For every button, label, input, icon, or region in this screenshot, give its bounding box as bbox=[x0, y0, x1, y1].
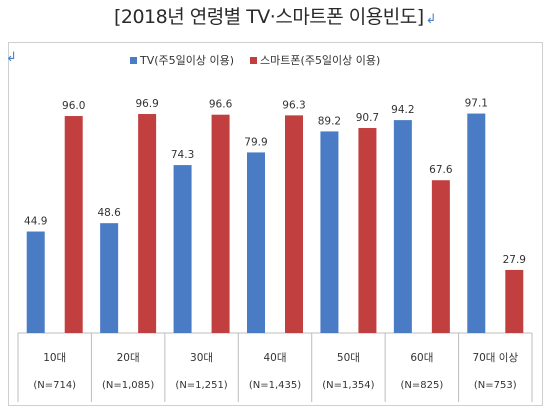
sample-size-label: (N=753) bbox=[474, 380, 517, 391]
bar-phone bbox=[358, 128, 377, 333]
legend-label-phone: 스마트폰(주5일이상 이용) bbox=[260, 54, 381, 67]
bar-tv bbox=[100, 223, 119, 333]
return-mark-icon: ↲ bbox=[6, 50, 17, 65]
legend-swatch-tv bbox=[130, 56, 137, 64]
legend-item-tv: TV(주5일이상 이용) bbox=[130, 52, 234, 68]
bar-phone bbox=[138, 114, 157, 333]
sample-size-label: (N=1,435) bbox=[249, 380, 301, 391]
data-label-phone: 96.0 bbox=[62, 100, 85, 112]
bar-phone bbox=[505, 269, 524, 333]
bar-tv bbox=[247, 152, 265, 333]
bar-tv bbox=[393, 120, 412, 333]
legend-label-tv: TV(주5일이상 이용) bbox=[140, 54, 235, 67]
return-mark-icon: ↲ bbox=[425, 12, 437, 27]
data-label-tv: 94.2 bbox=[391, 104, 414, 116]
category-label: 30대 bbox=[190, 352, 213, 364]
category-label: 10대 bbox=[43, 352, 66, 364]
category-label: 20대 bbox=[117, 352, 140, 364]
data-label-tv: 97.1 bbox=[465, 98, 488, 110]
data-label-tv: 48.6 bbox=[97, 207, 121, 219]
category-label: 50대 bbox=[337, 352, 360, 364]
data-label-phone: 67.6 bbox=[429, 164, 453, 176]
chart-panel bbox=[8, 42, 543, 406]
sample-size-label: (N=1,085) bbox=[102, 380, 154, 391]
chart-title-text: [2018년 연령별 TV·스마트폰 이용빈도] bbox=[113, 6, 424, 28]
sample-size-label: (N=1,251) bbox=[175, 380, 227, 391]
data-label-tv: 44.9 bbox=[24, 216, 47, 228]
category-label: 60대 bbox=[410, 352, 433, 364]
sample-size-label: (N=1,354) bbox=[322, 380, 374, 391]
bar-tv bbox=[320, 131, 339, 333]
chart-legend: TV(주5일이상 이용) 스마트폰(주5일이상 이용) bbox=[130, 52, 380, 68]
bar-phone bbox=[285, 115, 303, 333]
category-label: 40대 bbox=[263, 352, 286, 364]
data-label-tv: 79.9 bbox=[244, 136, 267, 148]
legend-item-phone: 스마트폰(주5일이상 이용) bbox=[250, 52, 380, 68]
data-label-tv: 89.2 bbox=[318, 115, 341, 127]
data-label-phone: 96.3 bbox=[282, 99, 305, 111]
sample-size-label: (N=714) bbox=[33, 380, 76, 391]
chart-title: [2018년 연령별 TV·스마트폰 이용빈도] ↲ bbox=[0, 2, 550, 29]
data-label-phone: 27.9 bbox=[503, 254, 526, 266]
bar-tv bbox=[467, 113, 486, 333]
sample-size-label: (N=825) bbox=[400, 380, 443, 391]
data-label-tv: 74.3 bbox=[171, 149, 194, 161]
bar-phone bbox=[431, 180, 450, 333]
data-label-phone: 90.7 bbox=[356, 112, 379, 124]
category-label: 70대 이상 bbox=[472, 352, 518, 364]
bar-phone bbox=[211, 114, 230, 334]
data-label-phone: 96.6 bbox=[209, 99, 233, 111]
data-label-phone: 96.9 bbox=[135, 98, 158, 110]
bar-tv bbox=[173, 165, 192, 333]
legend-swatch-phone bbox=[250, 56, 258, 64]
bar-phone bbox=[64, 116, 83, 333]
bar-tv bbox=[26, 231, 45, 333]
